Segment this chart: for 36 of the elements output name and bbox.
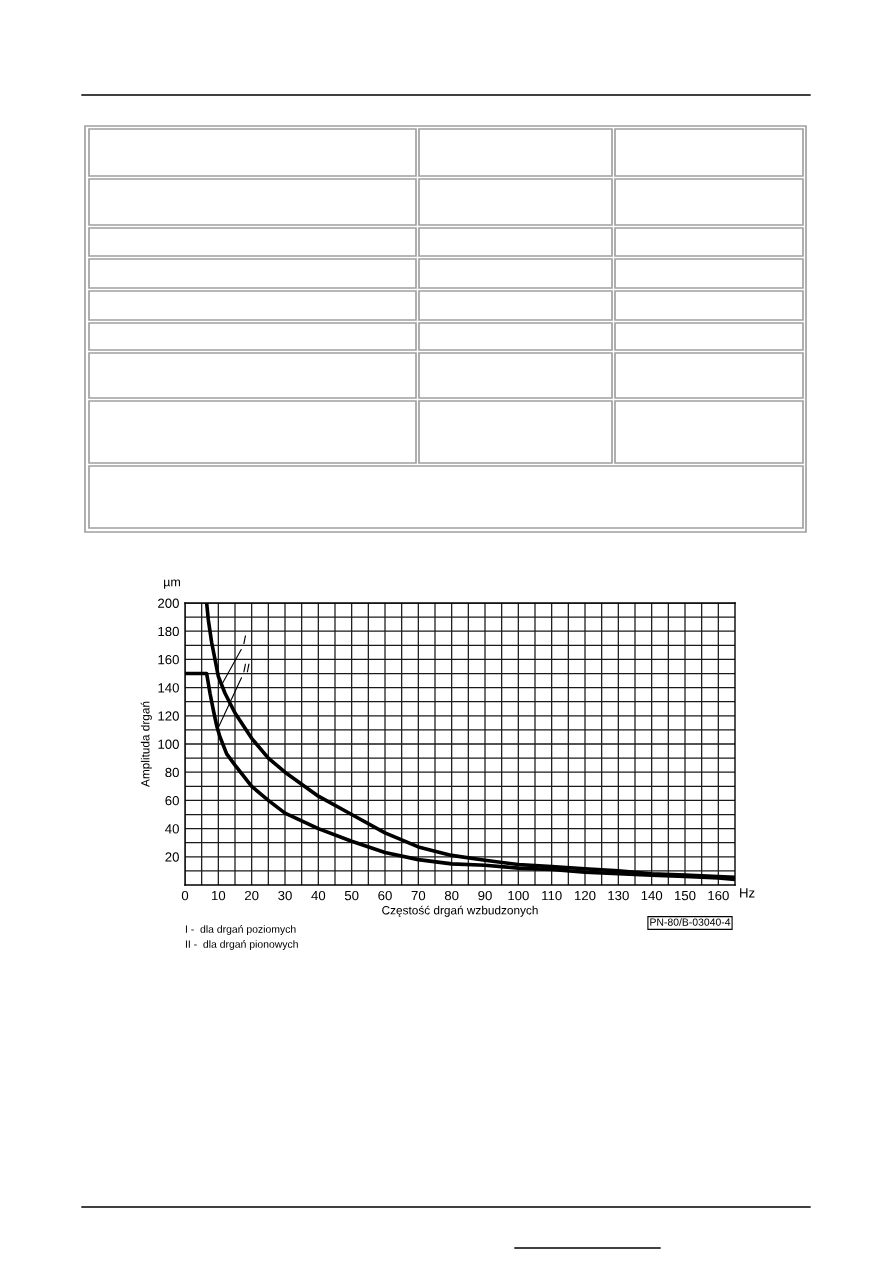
x-axis-title: Częstość drgań wzbudzonych xyxy=(382,905,538,917)
x-tick-label: 30 xyxy=(278,890,292,901)
x-tick-label: 120 xyxy=(575,890,596,901)
x-tick-label: 50 xyxy=(344,890,359,901)
y-tick-label: 60 xyxy=(165,795,179,806)
text: PN-80/B-03040-4 xyxy=(650,918,731,926)
x-tick-label: 90 xyxy=(478,890,492,901)
x-tick-label: 130 xyxy=(608,890,629,901)
text: II - dla drgań pionowych xyxy=(185,940,298,950)
text: µm xyxy=(164,579,180,589)
x-tick-label: 150 xyxy=(675,890,696,901)
text: II xyxy=(243,663,250,673)
x-tick-label: 160 xyxy=(708,890,729,901)
x-tick-label: 140 xyxy=(641,890,663,901)
x-tick-label: 0 xyxy=(181,890,189,901)
x-tick-label: 70 xyxy=(411,890,426,901)
y-tick-label: 20 xyxy=(165,852,179,862)
y-tick-label: 40 xyxy=(165,824,179,834)
y-tick-label: 180 xyxy=(158,626,179,637)
x-tick-label: 100 xyxy=(508,890,529,901)
y-tick-label: 120 xyxy=(158,711,179,721)
x-tick-label: 110 xyxy=(542,890,562,901)
x-tick-label: 10 xyxy=(212,890,226,901)
x-tick-label: 40 xyxy=(311,890,326,901)
text: I - dla drgań poziomych xyxy=(185,925,296,935)
x-tick-label: 60 xyxy=(378,890,392,901)
y-tick-label: 100 xyxy=(158,739,179,749)
y-tick-label: 140 xyxy=(158,683,179,693)
y-tick-label: 200 xyxy=(158,598,179,608)
x-tick-label: 80 xyxy=(444,890,459,901)
y-tick-label: 80 xyxy=(165,767,179,778)
y-tick-label: 160 xyxy=(158,654,179,665)
x-tick-label: 20 xyxy=(244,890,259,901)
y-axis-title: Amplituda drgań xyxy=(140,701,152,787)
text: I xyxy=(243,635,247,645)
text: Hz xyxy=(740,888,755,898)
